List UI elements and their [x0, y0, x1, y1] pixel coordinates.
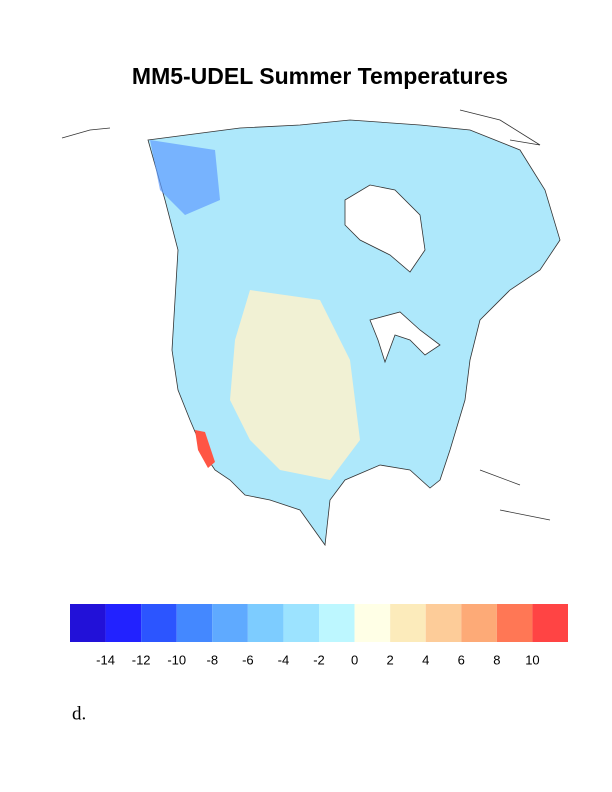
land-warm — [230, 290, 360, 480]
colorbar-box — [70, 604, 106, 642]
colorbar-box — [176, 604, 213, 642]
colorbar-tick-label: 2 — [387, 652, 394, 667]
colorbar-box — [425, 604, 462, 642]
colorbar-tick-label: 6 — [458, 652, 465, 667]
arctic-islands — [61, 109, 551, 521]
colorbar: -14 -12 -10 -8 -6 -4 -2 0 2 4 6 8 10 — [70, 604, 568, 667]
colorbar-tick-label: 10 — [525, 652, 539, 667]
colorbar-tick-label: -10 — [167, 652, 186, 667]
colorbar-tick-label: -12 — [132, 652, 151, 667]
colorbar-box — [461, 604, 497, 642]
colorbar-box — [212, 604, 248, 642]
colorbar-tick-label: 0 — [351, 652, 358, 667]
colorbar-tick-label: -6 — [242, 652, 254, 667]
colorbar-tick-label: -4 — [278, 652, 290, 667]
colorbar-box — [390, 604, 426, 642]
colorbar-box — [354, 604, 391, 642]
colorbar-tick-label: 8 — [493, 652, 500, 667]
caption: d. — [72, 703, 86, 724]
colorbar-box — [105, 604, 142, 642]
great-lakes — [369, 311, 441, 364]
colorbar-box — [141, 604, 177, 642]
land-hot — [195, 430, 215, 468]
colorbar-box — [319, 604, 355, 642]
title: MM5-UDEL Summer Temperatures — [132, 63, 508, 89]
hudson-bay — [344, 184, 426, 273]
colorbar-box — [532, 604, 568, 642]
colorbar-tick-label: 4 — [422, 652, 429, 667]
colorbar-box — [283, 604, 319, 642]
colorbar-tick-label: -2 — [313, 652, 325, 667]
land-cold — [150, 140, 220, 215]
colorbar-box — [247, 604, 284, 642]
colorbar-tick-label: -8 — [207, 652, 219, 667]
colorbar-box — [496, 604, 533, 642]
map — [61, 109, 561, 547]
colorbar-tick-label: -14 — [96, 652, 115, 667]
